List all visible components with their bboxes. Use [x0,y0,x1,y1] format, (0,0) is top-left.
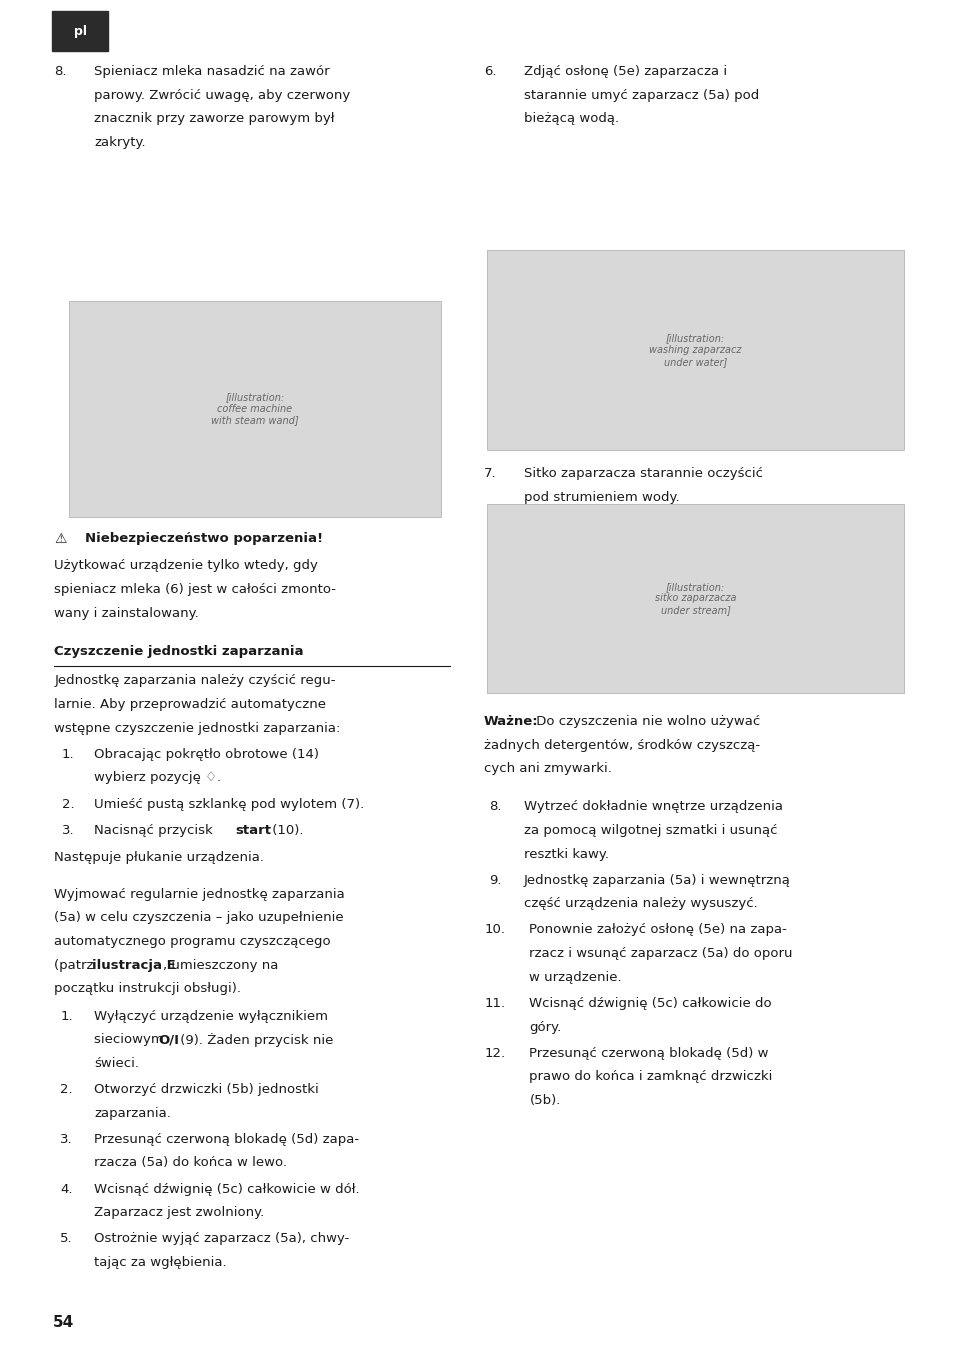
Text: góry.: góry. [529,1021,561,1033]
Text: Czyszczenie jednostki zaparzania: Czyszczenie jednostki zaparzania [54,645,304,658]
Text: (10).: (10). [268,823,303,837]
Text: pl: pl [73,24,87,38]
Text: 11.: 11. [484,997,505,1010]
Text: Użytkować urządzenie tylko wtedy, gdy: Użytkować urządzenie tylko wtedy, gdy [54,559,318,573]
Text: larnie. Aby przeprowadzić automatyczne: larnie. Aby przeprowadzić automatyczne [54,697,326,711]
Text: w urządzenie.: w urządzenie. [529,971,621,984]
Text: bieżącą wodą.: bieżącą wodą. [523,112,618,126]
Text: Jednostkę zaparzania (5a) i wewnętrzną: Jednostkę zaparzania (5a) i wewnętrzną [523,873,790,887]
Text: Wytrzeć dokładnie wnętrze urządzenia: Wytrzeć dokładnie wnętrze urządzenia [523,800,781,814]
Text: 9.: 9. [489,873,501,887]
Text: [illustration:
washing zaparzacz
under water]: [illustration: washing zaparzacz under w… [649,333,740,367]
FancyBboxPatch shape [486,250,903,450]
Text: cych ani zmywarki.: cych ani zmywarki. [483,762,611,776]
Text: Wcisnąć dźwignię (5c) całkowicie w dół.: Wcisnąć dźwignię (5c) całkowicie w dół. [94,1182,359,1196]
Text: wany i zainstalowany.: wany i zainstalowany. [54,607,199,620]
Text: Przesunąć czerwoną blokadę (5d) zapa-: Przesunąć czerwoną blokadę (5d) zapa- [94,1133,359,1145]
Text: tając za wgłębienia.: tając za wgłębienia. [94,1257,227,1269]
Text: Spieniacz mleka nasadzić na zawór: Spieniacz mleka nasadzić na zawór [94,65,330,79]
Text: spieniacz mleka (6) jest w całości zmonto-: spieniacz mleka (6) jest w całości zmont… [54,584,336,596]
Text: Niebezpieczeństwo poparzenia!: Niebezpieczeństwo poparzenia! [85,532,323,546]
Text: Ważne:: Ważne: [483,715,537,728]
Text: Ponownie założyć osłonę (5e) na zapa-: Ponownie założyć osłonę (5e) na zapa- [529,923,786,937]
FancyBboxPatch shape [486,504,903,693]
FancyBboxPatch shape [69,301,440,517]
Text: żadnych detergentów, środków czyszczą-: żadnych detergentów, środków czyszczą- [483,739,759,751]
Text: Przesunąć czerwoną blokadę (5d) w: Przesunąć czerwoną blokadę (5d) w [529,1047,768,1060]
Text: Zdjąć osłonę (5e) zaparzacza i: Zdjąć osłonę (5e) zaparzacza i [523,65,726,79]
Text: 5.: 5. [60,1232,72,1246]
Text: Wyłączyć urządzenie wyłącznikiem: Wyłączyć urządzenie wyłącznikiem [94,1010,328,1022]
Text: Następuje płukanie urządzenia.: Następuje płukanie urządzenia. [54,850,264,864]
Text: Wcisnąć dźwignię (5c) całkowicie do: Wcisnąć dźwignię (5c) całkowicie do [529,997,771,1010]
Text: 2.: 2. [60,1083,72,1095]
Text: świeci.: świeci. [94,1057,139,1070]
Text: ⚠: ⚠ [54,532,67,546]
Text: Zaparzacz jest zwolniony.: Zaparzacz jest zwolniony. [94,1206,264,1219]
Text: za pomocą wilgotnej szmatki i usunąć: za pomocą wilgotnej szmatki i usunąć [523,823,777,837]
Text: część urządzenia należy wysuszyć.: część urządzenia należy wysuszyć. [523,898,757,910]
Text: prawo do końca i zamknąć drzwiczki: prawo do końca i zamknąć drzwiczki [529,1071,772,1083]
Text: rzacza (5a) do końca w lewo.: rzacza (5a) do końca w lewo. [94,1156,287,1170]
Text: Do czyszczenia nie wolno używać: Do czyszczenia nie wolno używać [532,715,760,728]
Text: Otworzyć drzwiczki (5b) jednostki: Otworzyć drzwiczki (5b) jednostki [94,1083,319,1095]
Text: 7.: 7. [483,467,496,481]
Text: 3.: 3. [60,1133,72,1145]
Text: (5a) w celu czyszczenia – jako uzupełnienie: (5a) w celu czyszczenia – jako uzupełnie… [54,911,344,925]
Text: automatycznego programu czyszczącego: automatycznego programu czyszczącego [54,934,331,948]
Text: parowy. Zwrócić uwagę, aby czerwony: parowy. Zwrócić uwagę, aby czerwony [94,88,351,102]
Text: sieciowym: sieciowym [94,1033,169,1047]
Text: resztki kawy.: resztki kawy. [523,848,608,861]
Text: 54: 54 [52,1315,73,1330]
Text: znacznik przy zaworze parowym był: znacznik przy zaworze parowym był [94,112,335,126]
Text: 1.: 1. [62,747,74,761]
Text: Ostrożnie wyjąć zaparzacz (5a), chwy-: Ostrożnie wyjąć zaparzacz (5a), chwy- [94,1232,350,1246]
Text: (9). Żaden przycisk nie: (9). Żaden przycisk nie [176,1033,334,1047]
Text: starannie umyć zaparzacz (5a) pod: starannie umyć zaparzacz (5a) pod [523,88,759,102]
Text: O/I: O/I [158,1033,179,1047]
Text: start: start [235,823,272,837]
Text: Jednostkę zaparzania należy czyścić regu-: Jednostkę zaparzania należy czyścić regu… [54,674,335,688]
Text: 8.: 8. [54,65,67,79]
Text: Obracając pokrętło obrotowe (14): Obracając pokrętło obrotowe (14) [94,747,319,761]
Text: zaparzania.: zaparzania. [94,1106,172,1120]
Text: 12.: 12. [484,1047,505,1060]
Text: Sitko zaparzacza starannie oczyścić: Sitko zaparzacza starannie oczyścić [523,467,762,481]
Text: ilustracja E: ilustracja E [91,959,175,972]
Text: 2.: 2. [62,798,74,811]
Text: Nacisnąć przycisk: Nacisnąć przycisk [94,823,217,837]
Text: rzacz i wsunąć zaparzacz (5a) do oporu: rzacz i wsunąć zaparzacz (5a) do oporu [529,948,792,960]
Text: , umieszczony na: , umieszczony na [163,959,278,972]
Text: [illustration:
coffee machine
with steam wand]: [illustration: coffee machine with steam… [211,393,298,425]
Text: Wyjmować regularnie jednostkę zaparzania: Wyjmować regularnie jednostkę zaparzania [54,887,345,900]
Text: 4.: 4. [60,1182,72,1196]
Text: 10.: 10. [484,923,505,937]
Text: [illustration:
sitko zaparzacza
under stream]: [illustration: sitko zaparzacza under st… [654,582,736,615]
Text: 6.: 6. [483,65,496,79]
Text: Umieść pustą szklankę pod wylotem (7).: Umieść pustą szklankę pod wylotem (7). [94,798,364,811]
Text: wstępne czyszczenie jednostki zaparzania:: wstępne czyszczenie jednostki zaparzania… [54,722,340,735]
Text: 3.: 3. [62,823,74,837]
Text: początku instrukcji obsługi).: początku instrukcji obsługi). [54,982,241,995]
Text: wybierz pozycję ♢.: wybierz pozycję ♢. [94,772,221,784]
Text: (5b).: (5b). [529,1094,560,1108]
Text: zakryty.: zakryty. [94,135,146,149]
FancyBboxPatch shape [52,11,108,51]
Text: (patrz: (patrz [54,959,98,972]
Text: pod strumieniem wody.: pod strumieniem wody. [523,490,679,504]
Text: 8.: 8. [489,800,501,814]
Text: 1.: 1. [60,1010,72,1022]
